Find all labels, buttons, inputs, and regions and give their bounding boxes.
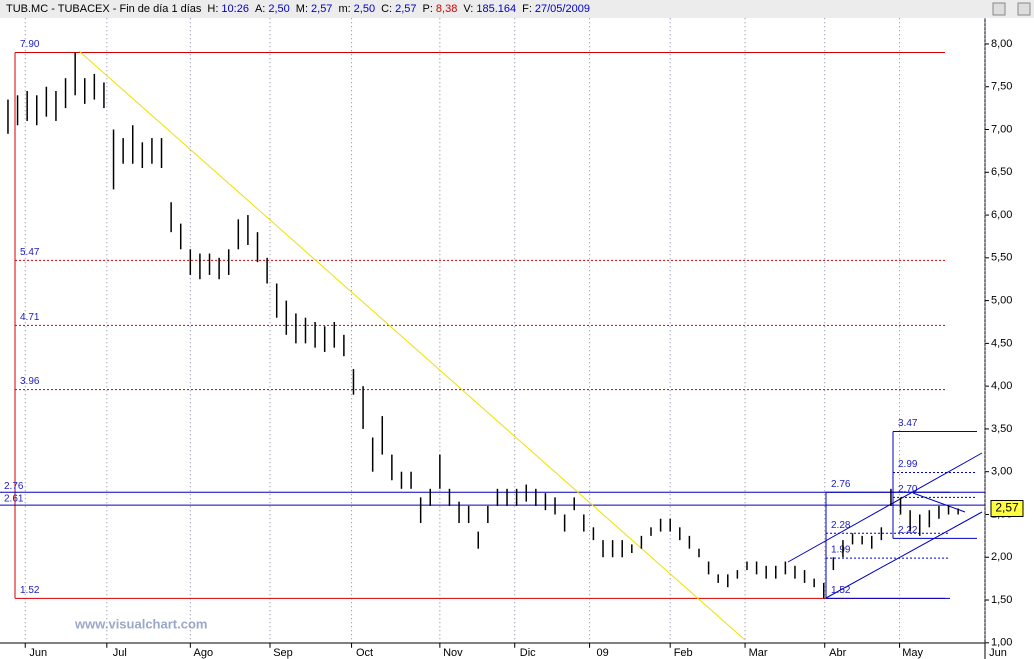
y-tick-label: 1,50 (991, 594, 1012, 606)
last-price-label: 2,57 (995, 501, 1019, 515)
trend-line (78, 50, 746, 641)
x-tick-label: Oct (356, 647, 373, 659)
header-value: 2,57 (311, 3, 332, 15)
header-key: H: (207, 3, 218, 15)
header-value: 2,57 (395, 3, 416, 15)
window-button[interactable] (1017, 2, 1031, 16)
x-tick-label: Mar (749, 647, 768, 659)
x-tick-label: Jun (29, 647, 47, 659)
y-tick-label: 6,00 (991, 209, 1012, 221)
y-tick-label: 4,50 (991, 337, 1012, 349)
y-tick-label: 7,00 (991, 123, 1012, 135)
level-label: 4.71 (20, 312, 40, 323)
y-tick-label: 3,50 (991, 423, 1012, 435)
y-tick-label: 4,00 (991, 380, 1012, 392)
x-tick-label: Jul (113, 647, 127, 659)
header-key: M: (296, 3, 308, 15)
x-tick-label: Sep (273, 647, 293, 659)
y-tick-label: 1,00 (991, 637, 1012, 649)
level-label: 3.96 (20, 376, 40, 387)
header-value: 27/05/2009 (535, 3, 590, 15)
fib-label: 2.70 (898, 484, 918, 495)
fib-label: 2.28 (831, 520, 851, 531)
header-value: 10:26 (221, 3, 249, 15)
window-button[interactable] (992, 2, 1006, 16)
level-label: 1.52 (20, 585, 40, 596)
x-tick-label: 09 (596, 647, 608, 659)
header-title: TUB.MC - TUBACEX - Fin de día 1 días (6, 3, 202, 15)
y-tick-label: 8,00 (991, 38, 1012, 50)
fib-label: 2.99 (898, 459, 918, 470)
fib-label: 1.99 (831, 545, 851, 556)
channel-line (825, 511, 983, 599)
x-tick-label: Dic (520, 647, 536, 659)
header-key: V: (463, 3, 473, 15)
header-key: A: (255, 3, 265, 15)
header-value: 8,38 (436, 3, 457, 15)
watermark: www.visualchart.com (74, 616, 207, 631)
y-tick-label: 6,50 (991, 166, 1012, 178)
y-tick-label: 2,00 (991, 551, 1012, 563)
x-tick-label: Ago (194, 647, 214, 659)
x-tick-label: Feb (674, 647, 693, 659)
x-tick-label: May (902, 647, 923, 659)
header-bar (0, 0, 1034, 18)
header-value: 185.164 (476, 3, 516, 15)
level-label: 2.61 (4, 494, 24, 505)
x-tick-label: Abr (829, 647, 846, 659)
header-value: 2,50 (268, 3, 289, 15)
header-text: TUB.MC - TUBACEX - Fin de día 1 días H: 10… (6, 3, 590, 15)
x-tick-label: Jun (989, 647, 1007, 659)
y-tick-label: 3,00 (991, 466, 1012, 478)
level-label: 2.76 (4, 481, 24, 492)
header-key: C: (381, 3, 392, 15)
fib-label: 2.76 (831, 479, 851, 490)
last-price-box (990, 499, 1024, 517)
channel-line (787, 452, 983, 563)
level-label: 7.90 (20, 39, 40, 50)
header-key: m: (338, 3, 350, 15)
level-label: 5.47 (20, 247, 40, 258)
y-tick-label: 5,00 (991, 295, 1012, 307)
fib-label: 1.52 (831, 585, 851, 596)
y-tick-label: 5,50 (991, 252, 1012, 264)
x-tick-label: Nov (443, 647, 463, 659)
channel-line (912, 492, 966, 513)
fib-label: 3.47 (898, 418, 918, 429)
header-value: 2,50 (354, 3, 375, 15)
fib-label: 2.22 (898, 525, 918, 536)
y-tick-label: 7,50 (991, 81, 1012, 93)
header-key: P: (423, 3, 433, 15)
header-key: F: (522, 3, 532, 15)
